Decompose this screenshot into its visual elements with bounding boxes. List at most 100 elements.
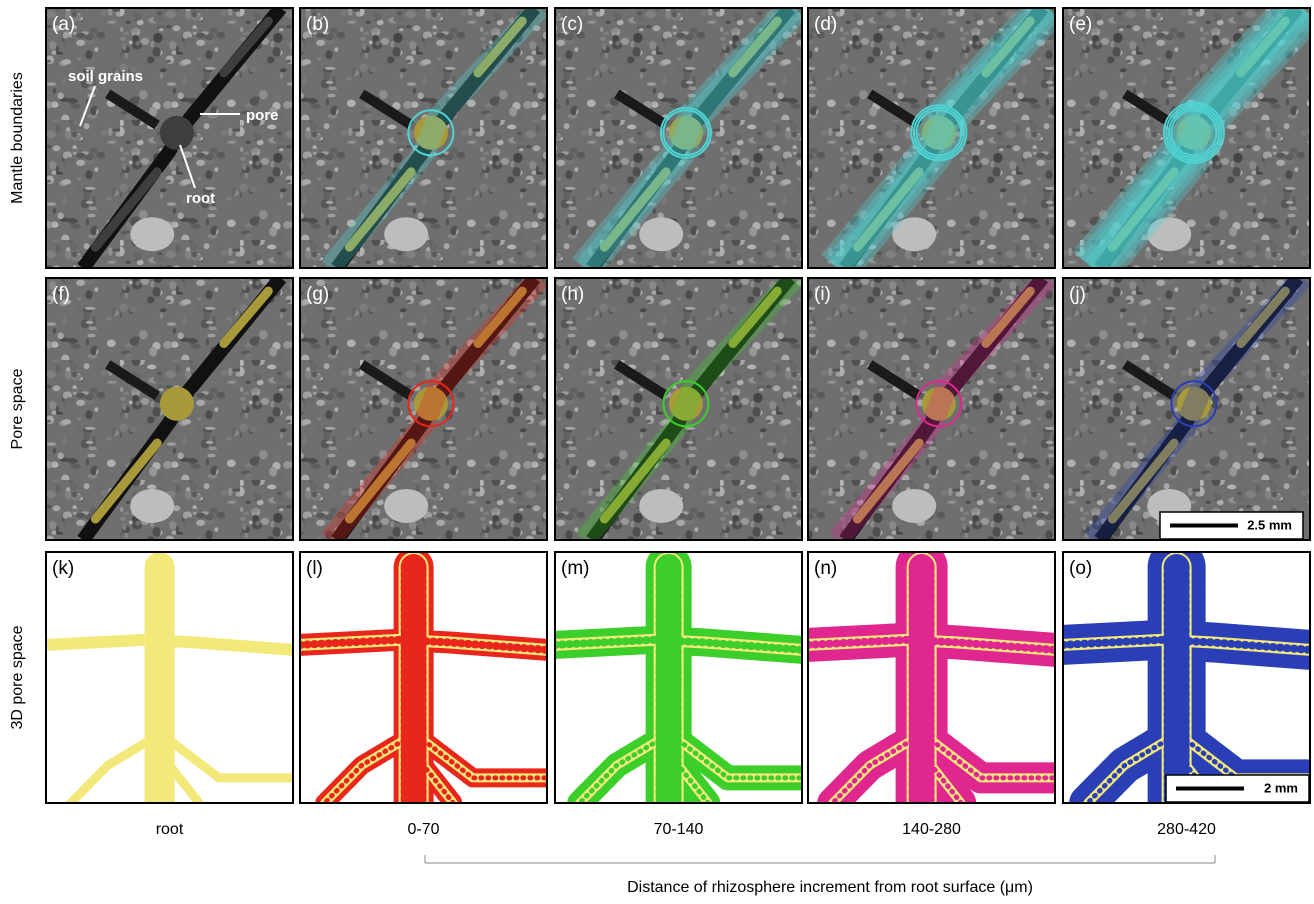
root-segment: [344, 167, 416, 252]
mantle-boundary: [1165, 104, 1223, 162]
mantle-boundary: [1072, 8, 1310, 268]
panel: (l): [300, 552, 547, 803]
panel-frame: [1062, 277, 1311, 541]
panel-label: (i): [814, 284, 831, 305]
mantle-boundary: [321, 278, 547, 540]
column-label: 0-70: [407, 821, 439, 838]
panel-frame: [299, 277, 548, 541]
panel: (d): [808, 8, 1055, 268]
mantle-boundary: [915, 380, 963, 428]
mantle-boundary: [572, 8, 802, 268]
panel-label: (o): [1069, 558, 1092, 579]
row-label: Mantle boundaries: [9, 72, 26, 204]
panel-frame: [807, 551, 1056, 804]
mantle-boundary: [1167, 106, 1220, 159]
mantle-boundary: [1076, 8, 1310, 268]
grain: [892, 217, 937, 252]
root-segment: [219, 16, 273, 78]
panel: (g): [300, 278, 547, 540]
scale-bar-label: 2.5 mm: [1247, 517, 1292, 532]
panel-label: (h): [561, 284, 584, 305]
pore-branch: [359, 89, 414, 130]
row-label: Pore space: [9, 368, 26, 449]
grain: [130, 488, 175, 523]
root-3d: [676, 737, 802, 781]
panel: (c): [555, 8, 802, 268]
root-3d: [46, 633, 293, 656]
panel-frame: [554, 551, 803, 804]
root-segment: [219, 286, 273, 348]
panel: (n): [808, 552, 1055, 803]
root-segment: [981, 16, 1035, 78]
root-section: [413, 386, 448, 421]
root-segment: [344, 438, 416, 524]
root-3d: [929, 737, 1055, 781]
panel: (e): [1063, 8, 1310, 268]
root-segment: [728, 16, 782, 78]
column-label: 70-140: [654, 821, 704, 838]
panel: (f): [46, 278, 293, 540]
mantle-boundary: [659, 106, 712, 159]
grain: [1147, 217, 1192, 252]
panel: (i): [808, 278, 1055, 540]
root-3d: [66, 735, 155, 803]
root-section: [668, 386, 703, 421]
panel-label: (e): [1069, 14, 1092, 35]
root-section: [921, 386, 956, 421]
grain: [639, 488, 684, 523]
annotation: soil grains: [68, 68, 143, 85]
mantle-boundary: [1162, 101, 1225, 164]
mantle-boundary: [912, 106, 965, 159]
root-segment: [1107, 438, 1179, 524]
root-segment: [1107, 167, 1179, 252]
panel-frame: [299, 551, 548, 804]
root-section: [1176, 115, 1211, 150]
pore-branch: [105, 360, 160, 401]
root-3d: [577, 737, 662, 803]
grain: [130, 217, 175, 252]
mantle-boundary: [407, 380, 455, 428]
panel-frame: [554, 7, 803, 269]
panel: (b): [300, 8, 547, 268]
root-3d: [322, 737, 407, 803]
panel: (h): [555, 278, 802, 540]
mantle-boundary: [1084, 8, 1310, 268]
mantle-boundary: [1170, 380, 1218, 428]
panel-frame: [807, 7, 1056, 269]
root-section: [1176, 386, 1211, 421]
root-3d: [555, 635, 802, 654]
mantle-boundary: [1080, 8, 1310, 268]
root-3d: [300, 635, 547, 654]
mantle-boundary: [829, 8, 1055, 268]
root-segment: [90, 167, 162, 252]
panel: (a): [46, 8, 293, 268]
panel-label: (l): [306, 558, 323, 579]
pore-branch: [614, 360, 669, 401]
mantle-boundary: [321, 8, 547, 268]
root-segment: [473, 286, 527, 348]
panel: (m): [555, 552, 802, 803]
annotation: root: [186, 190, 215, 207]
root-section: [159, 115, 194, 150]
root-segment: [1236, 16, 1290, 78]
pore-branch: [867, 360, 922, 401]
root-segment: [852, 167, 924, 252]
column-label: root: [156, 821, 184, 838]
root-section: [921, 115, 956, 150]
root-3d: [421, 737, 547, 781]
arrow: [79, 85, 96, 127]
panel-label: (j): [1069, 284, 1086, 305]
panel-frame: [299, 7, 548, 269]
mantle-boundary: [576, 278, 802, 540]
caption: Distance of rhizosphere increment from r…: [627, 879, 1033, 896]
panel-label: (d): [814, 14, 837, 35]
grain: [892, 488, 937, 523]
root-3d: [830, 737, 915, 803]
pore-branch: [614, 89, 669, 130]
mantle-boundary: [576, 8, 802, 268]
panel-frame: [45, 277, 294, 541]
root-segment: [90, 438, 162, 524]
panel-label: (c): [561, 14, 583, 35]
panel-label: (g): [306, 284, 329, 305]
